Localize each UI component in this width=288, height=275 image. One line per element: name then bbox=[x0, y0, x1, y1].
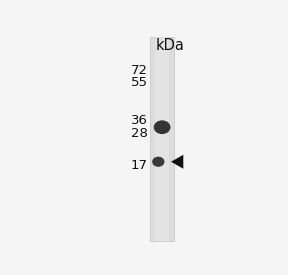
Ellipse shape bbox=[152, 157, 164, 167]
Bar bbox=[155, 37, 169, 241]
Text: 72: 72 bbox=[130, 64, 147, 76]
Text: kDa: kDa bbox=[156, 38, 184, 53]
Text: 28: 28 bbox=[131, 127, 147, 140]
Text: 55: 55 bbox=[130, 76, 147, 89]
Ellipse shape bbox=[154, 120, 170, 134]
Polygon shape bbox=[171, 155, 183, 169]
Bar bbox=[150, 37, 174, 241]
Text: 36: 36 bbox=[131, 114, 147, 127]
Text: 17: 17 bbox=[130, 159, 147, 172]
